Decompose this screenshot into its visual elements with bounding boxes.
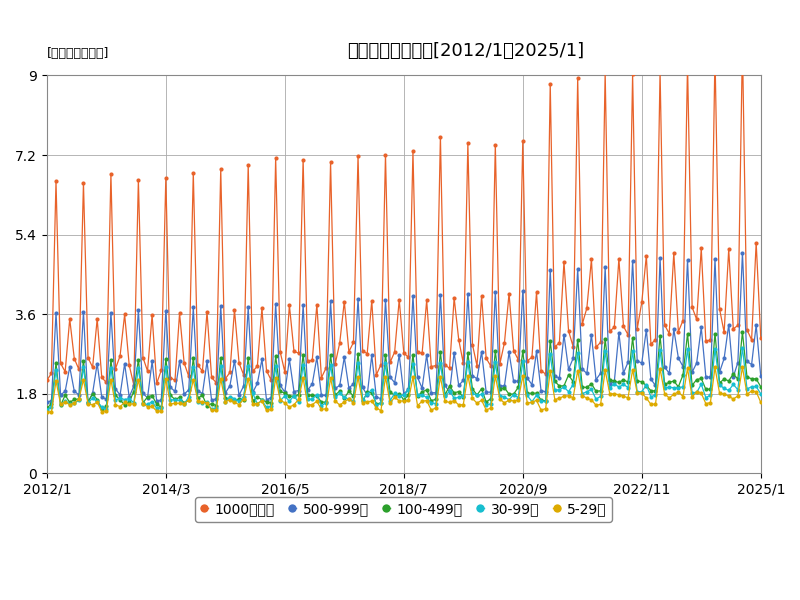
Legend: 1000人以上, 500-999人, 100-499人, 30-99人, 5-29人: 1000人以上, 500-999人, 100-499人, 30-99人, 5-2… (195, 497, 612, 522)
Text: 企業規模別の日給[2012/1〜2025/1]: 企業規模別の日給[2012/1〜2025/1] (346, 41, 584, 59)
Text: [単位：万円／日]: [単位：万円／日] (47, 47, 110, 59)
